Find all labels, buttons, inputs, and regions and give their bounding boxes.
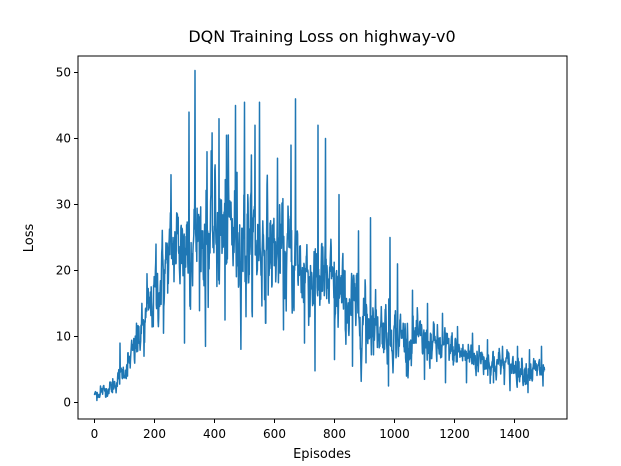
y-tick-label: 0 bbox=[63, 396, 71, 410]
x-tick-label: 1400 bbox=[499, 427, 530, 441]
x-tick-label: 400 bbox=[203, 427, 226, 441]
x-tick-label: 200 bbox=[143, 427, 166, 441]
y-tick-label: 50 bbox=[56, 66, 71, 80]
plot-frame bbox=[77, 55, 568, 420]
loss-line bbox=[93, 69, 546, 402]
x-tick-label: 1000 bbox=[379, 427, 410, 441]
x-tick-label: 1200 bbox=[439, 427, 470, 441]
x-tick-label: 600 bbox=[263, 427, 286, 441]
y-tick-label: 30 bbox=[56, 198, 71, 212]
x-tick-label: 0 bbox=[91, 427, 99, 441]
y-tick-label: 20 bbox=[56, 264, 71, 278]
y-axis: 0 10 20 30 40 50 bbox=[56, 66, 78, 410]
y-tick-label: 40 bbox=[56, 132, 71, 146]
chart-title: DQN Training Loss on highway-v0 bbox=[188, 27, 455, 46]
y-tick-label: 10 bbox=[56, 330, 71, 344]
series-layer bbox=[93, 69, 546, 402]
x-axis: 0 200 400 600 800 1000 1200 1400 bbox=[91, 419, 530, 441]
y-axis-label: Loss bbox=[22, 224, 37, 253]
x-tick-label: 800 bbox=[323, 427, 346, 441]
x-axis-label: Episodes bbox=[293, 447, 351, 462]
